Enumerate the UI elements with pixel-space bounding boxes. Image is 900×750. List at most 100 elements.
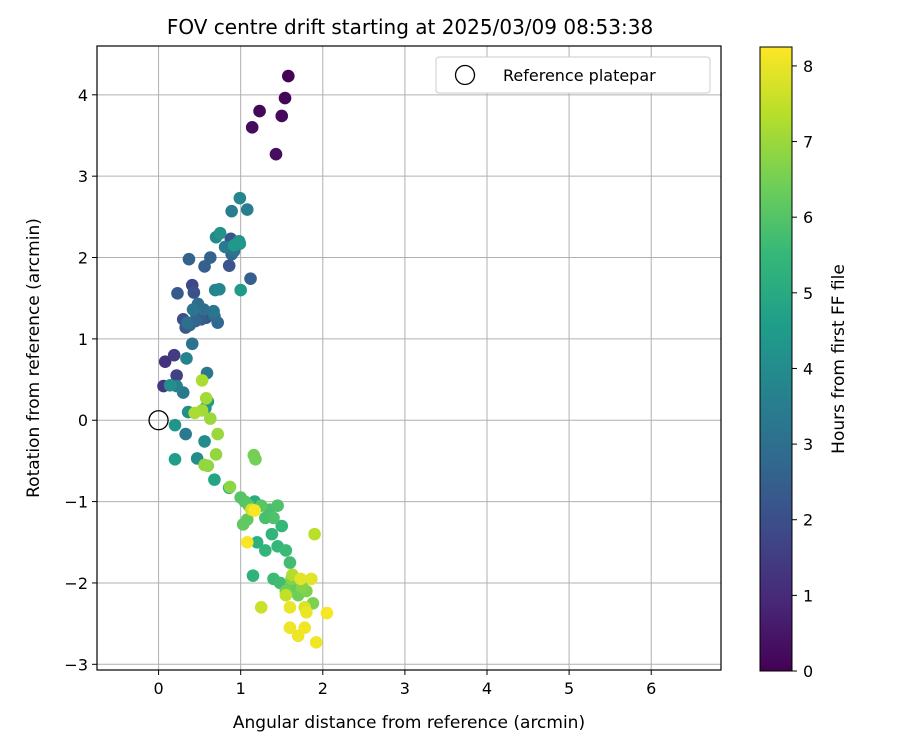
data-point	[265, 527, 279, 541]
data-point	[275, 109, 289, 123]
data-point	[308, 527, 321, 541]
data-point	[278, 91, 292, 105]
data-point	[223, 480, 237, 494]
x-tick-label: 0	[153, 679, 163, 698]
data-point	[207, 304, 220, 318]
data-point	[179, 427, 192, 441]
data-point	[163, 378, 177, 392]
colorbar-gradient	[759, 46, 793, 672]
data-point	[279, 588, 293, 602]
x-axis-ticks: 0 1 2 3 4 5 6	[153, 670, 656, 698]
data-point	[259, 544, 272, 557]
data-point	[246, 569, 260, 582]
colorbar-ticks: 0 1 2 3 4 5 6 7 8	[792, 57, 813, 681]
data-point	[240, 203, 254, 216]
data-point	[240, 535, 254, 549]
data-point	[250, 535, 264, 549]
colorbar-tick-label: 2	[803, 511, 813, 530]
data-point	[197, 303, 211, 316]
data-point	[198, 435, 211, 448]
data-point	[204, 251, 217, 264]
data-point	[170, 369, 183, 382]
y-tick-label: 0	[78, 411, 88, 430]
colorbar: 0 1 2 3 4 5 6 7 8 Hours from first FF file	[759, 46, 849, 681]
data-point	[168, 452, 182, 466]
data-point	[309, 636, 323, 649]
data-point	[300, 605, 313, 619]
x-tick-label: 4	[482, 679, 492, 698]
colorbar-tick-label: 4	[803, 359, 813, 378]
data-point	[283, 621, 297, 634]
data-point	[198, 260, 211, 273]
y-tick-label: −3	[64, 655, 88, 674]
data-point	[181, 316, 194, 329]
legend-box	[435, 56, 711, 94]
colorbar-tick-label: 3	[803, 435, 813, 454]
legend-marker	[454, 64, 476, 86]
data-point	[213, 226, 227, 240]
data-point	[275, 519, 289, 533]
data-point	[304, 572, 318, 586]
x-axis-label: Angular distance from reference (arcmin)	[233, 713, 585, 733]
data-point	[188, 406, 202, 420]
data-point	[195, 374, 209, 387]
data-point	[211, 427, 224, 441]
data-point	[158, 355, 172, 368]
data-point	[283, 601, 297, 614]
x-tick-label: 5	[564, 679, 574, 698]
colorbar-label: Hours from first FF file	[829, 264, 849, 454]
data-point	[294, 572, 307, 586]
data-point	[187, 286, 201, 299]
colorbar-tick-label: 0	[803, 662, 813, 681]
y-tick-label: 3	[78, 167, 88, 186]
data-point	[167, 348, 181, 362]
data-point	[182, 252, 196, 266]
data-point	[225, 204, 238, 218]
reference-platepar-marker	[148, 410, 169, 431]
data-point	[199, 391, 213, 405]
legend: Reference platepar	[435, 56, 711, 94]
data-point	[209, 448, 223, 461]
data-point	[233, 237, 247, 250]
colorbar-tick-label: 8	[803, 57, 813, 76]
colorbar-tick-label: 6	[803, 208, 813, 227]
data-point	[222, 259, 236, 272]
data-point	[282, 69, 295, 83]
y-tick-label: −2	[64, 574, 88, 593]
colorbar-tick-label: 5	[803, 284, 813, 303]
chart-title: FOV centre drift starting at 2025/03/09 …	[167, 15, 653, 39]
data-point	[244, 272, 257, 285]
data-point	[267, 511, 280, 525]
data-point	[186, 303, 200, 316]
x-tick-label: 2	[318, 679, 328, 698]
data-point	[185, 337, 199, 351]
data-point	[233, 191, 247, 205]
data-point	[271, 499, 284, 512]
y-tick-label: −1	[64, 493, 88, 512]
colorbar-tick-label: 1	[803, 586, 813, 605]
y-axis-ticks: −3 −2 −1 0 1 2 3 4	[64, 86, 97, 674]
data-point	[245, 121, 259, 134]
y-tick-label: 2	[78, 249, 88, 268]
y-tick-label: 4	[78, 86, 88, 105]
data-point	[198, 458, 211, 472]
data-point	[204, 412, 217, 425]
data-point	[320, 606, 334, 620]
y-tick-label: 1	[78, 330, 88, 349]
x-tick-label: 6	[646, 679, 656, 698]
data-point	[279, 544, 293, 557]
legend-entry-label: Reference platepar	[503, 66, 656, 85]
data-point	[249, 452, 262, 466]
data-point	[283, 556, 297, 569]
plot-frame	[96, 45, 722, 671]
x-tick-label: 3	[400, 679, 410, 698]
y-axis-label: Rotation from reference (arcmin)	[24, 218, 44, 498]
data-point	[298, 621, 312, 634]
x-tick-label: 1	[236, 679, 246, 698]
data-points	[157, 69, 334, 649]
data-point	[213, 282, 226, 296]
colorbar-tick-label: 7	[803, 133, 813, 152]
data-point	[208, 473, 221, 486]
data-point	[240, 513, 254, 526]
